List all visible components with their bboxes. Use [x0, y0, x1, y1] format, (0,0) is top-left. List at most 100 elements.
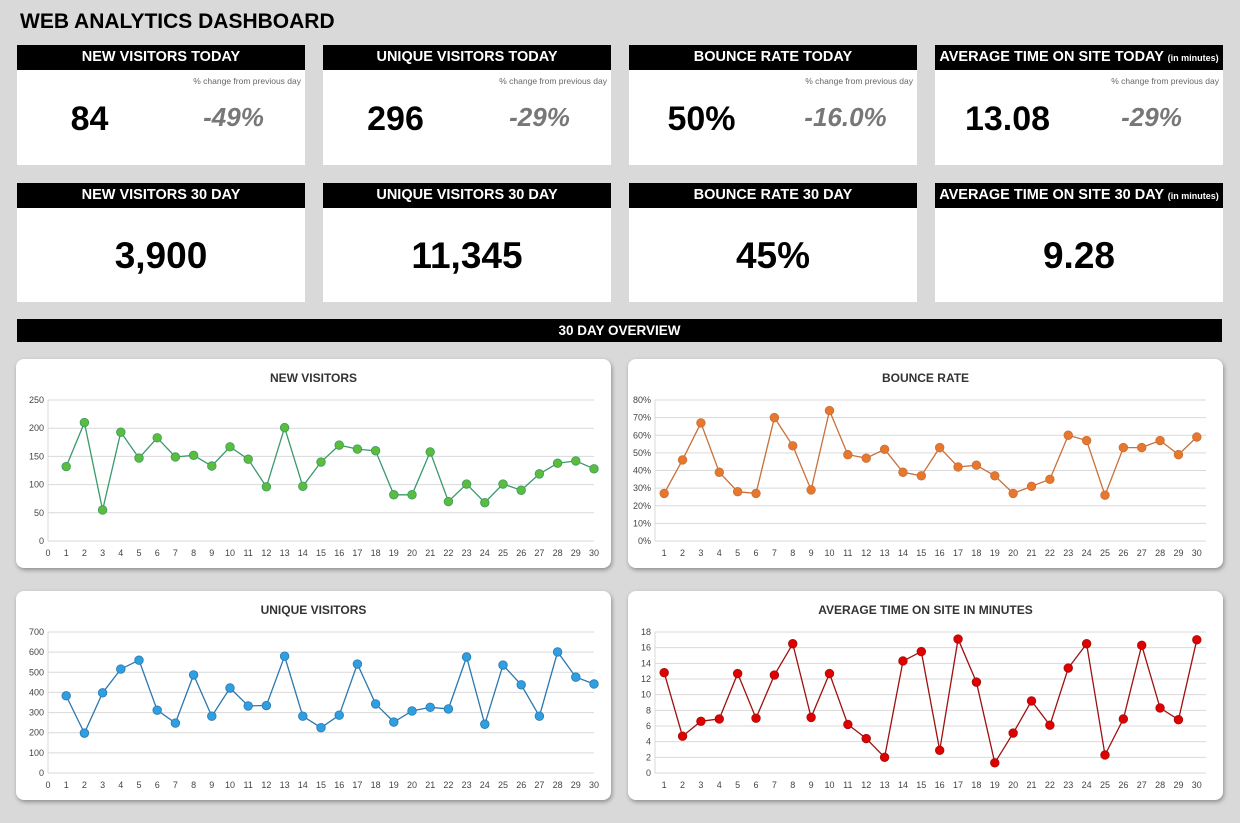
x-tick-label: 2 [680, 548, 685, 558]
data-point [461, 652, 472, 662]
x-tick-label: 17 [953, 780, 963, 790]
x-tick-label: 15 [316, 548, 326, 558]
data-point [1026, 481, 1037, 492]
data-point [116, 427, 126, 437]
x-tick-label: 1 [662, 548, 667, 558]
x-tick-label: 28 [1155, 548, 1165, 558]
x-tick-label: 10 [824, 548, 834, 558]
data-point [261, 700, 272, 711]
data-point [769, 412, 780, 423]
data-point [1118, 442, 1129, 453]
data-point [788, 639, 798, 649]
line-chart: 0%10%20%30%40%50%60%70%80%1 2 3 4 5 6 7 8 9 10 11 1… [633, 395, 1206, 558]
x-tick-label: 25 [498, 548, 508, 558]
data-point [751, 488, 761, 499]
x-tick-label: 3 [100, 780, 105, 790]
data-point [207, 711, 217, 721]
x-tick-label: 24 [1082, 548, 1092, 558]
kpi-label: BOUNCE RATE TODAY [693, 49, 853, 65]
x-tick-label: 6 [754, 780, 759, 790]
x-tick-label: 2 [82, 548, 87, 558]
data-point [516, 485, 526, 495]
data-point [1192, 635, 1202, 645]
x-tick-label: 12 [861, 780, 871, 790]
x-tick-label: 11 [244, 780, 253, 790]
kpi-label: NEW VISITORS TODAY [81, 49, 241, 65]
data-point [1008, 728, 1018, 738]
x-tick-label: 5 [735, 780, 740, 790]
data-point [552, 458, 563, 468]
data-point [370, 699, 381, 709]
x-tick-label: 8 [790, 548, 795, 558]
series-line [65, 420, 595, 511]
data-point [370, 446, 381, 456]
data-point [407, 490, 417, 500]
y-tick-label: 20% [633, 501, 651, 511]
kpi-header: BOUNCE RATE TODAY [629, 45, 917, 70]
x-tick-label: 7 [173, 780, 178, 790]
kpi-card-30day: BOUNCE RATE 30 DAY 45% [629, 183, 917, 302]
kpi-unit: (in minutes) [1167, 191, 1219, 201]
data-point [916, 646, 927, 657]
data-point [225, 683, 235, 693]
data-point [990, 471, 1000, 481]
x-tick-label: 7 [173, 548, 178, 558]
data-point [116, 664, 126, 674]
y-tick-label: 400 [29, 687, 44, 697]
x-tick-label: 10 [225, 780, 235, 790]
kpi-label: BOUNCE RATE 30 DAY [693, 187, 853, 203]
x-tick-label: 21 [1027, 780, 1037, 790]
data-point [732, 486, 743, 497]
x-tick-label: 15 [916, 780, 926, 790]
x-tick-label: 6 [754, 548, 759, 558]
data-point [971, 460, 982, 470]
data-point [316, 457, 326, 467]
x-tick-label: 19 [389, 548, 399, 558]
y-tick-label: 70% [633, 413, 651, 423]
x-tick-label: 11 [843, 548, 852, 558]
x-tick-label: 1 [662, 780, 667, 790]
data-point [461, 479, 472, 489]
data-point [1081, 639, 1092, 649]
data-point [188, 670, 199, 680]
x-tick-label: 29 [1173, 780, 1183, 790]
data-point [316, 722, 326, 733]
y-tick-label: 0 [39, 536, 44, 546]
x-tick-label: 23 [462, 548, 472, 558]
data-point [498, 660, 508, 670]
x-tick-label: 30 [589, 780, 599, 790]
x-tick-label: 10 [824, 780, 834, 790]
x-tick-label: 4 [717, 548, 722, 558]
x-tick-label: 24 [480, 780, 490, 790]
kpi-value: 45% [735, 235, 811, 276]
data-point [990, 758, 1000, 768]
y-tick-label: 200 [29, 423, 44, 433]
kpi-value: 13.08 [964, 100, 1051, 138]
data-point [696, 716, 706, 727]
data-point [571, 672, 581, 682]
data-point [971, 677, 982, 687]
data-point [824, 668, 835, 679]
data-point [170, 452, 181, 462]
data-point [243, 454, 253, 464]
chart-title: AVERAGE TIME ON SITE IN MINUTES [818, 603, 1033, 617]
x-tick-label: 14 [298, 548, 308, 558]
data-point [79, 728, 90, 738]
x-tick-label: 3 [698, 548, 703, 558]
y-tick-label: 30% [633, 483, 651, 493]
data-point [1063, 663, 1073, 673]
series-line [663, 636, 1198, 765]
data-point [298, 711, 308, 721]
x-tick-label: 17 [953, 548, 963, 558]
kpi-value: 3,900 [114, 235, 208, 276]
x-tick-label: 27 [534, 548, 544, 558]
kpi-value: 50% [667, 100, 736, 138]
kpi-change: -29% [1121, 102, 1182, 132]
data-point [806, 712, 816, 723]
data-point [389, 490, 399, 500]
x-tick-label: 0 [45, 780, 50, 790]
x-tick-label: 16 [935, 548, 945, 558]
y-tick-label: 2 [646, 752, 651, 762]
